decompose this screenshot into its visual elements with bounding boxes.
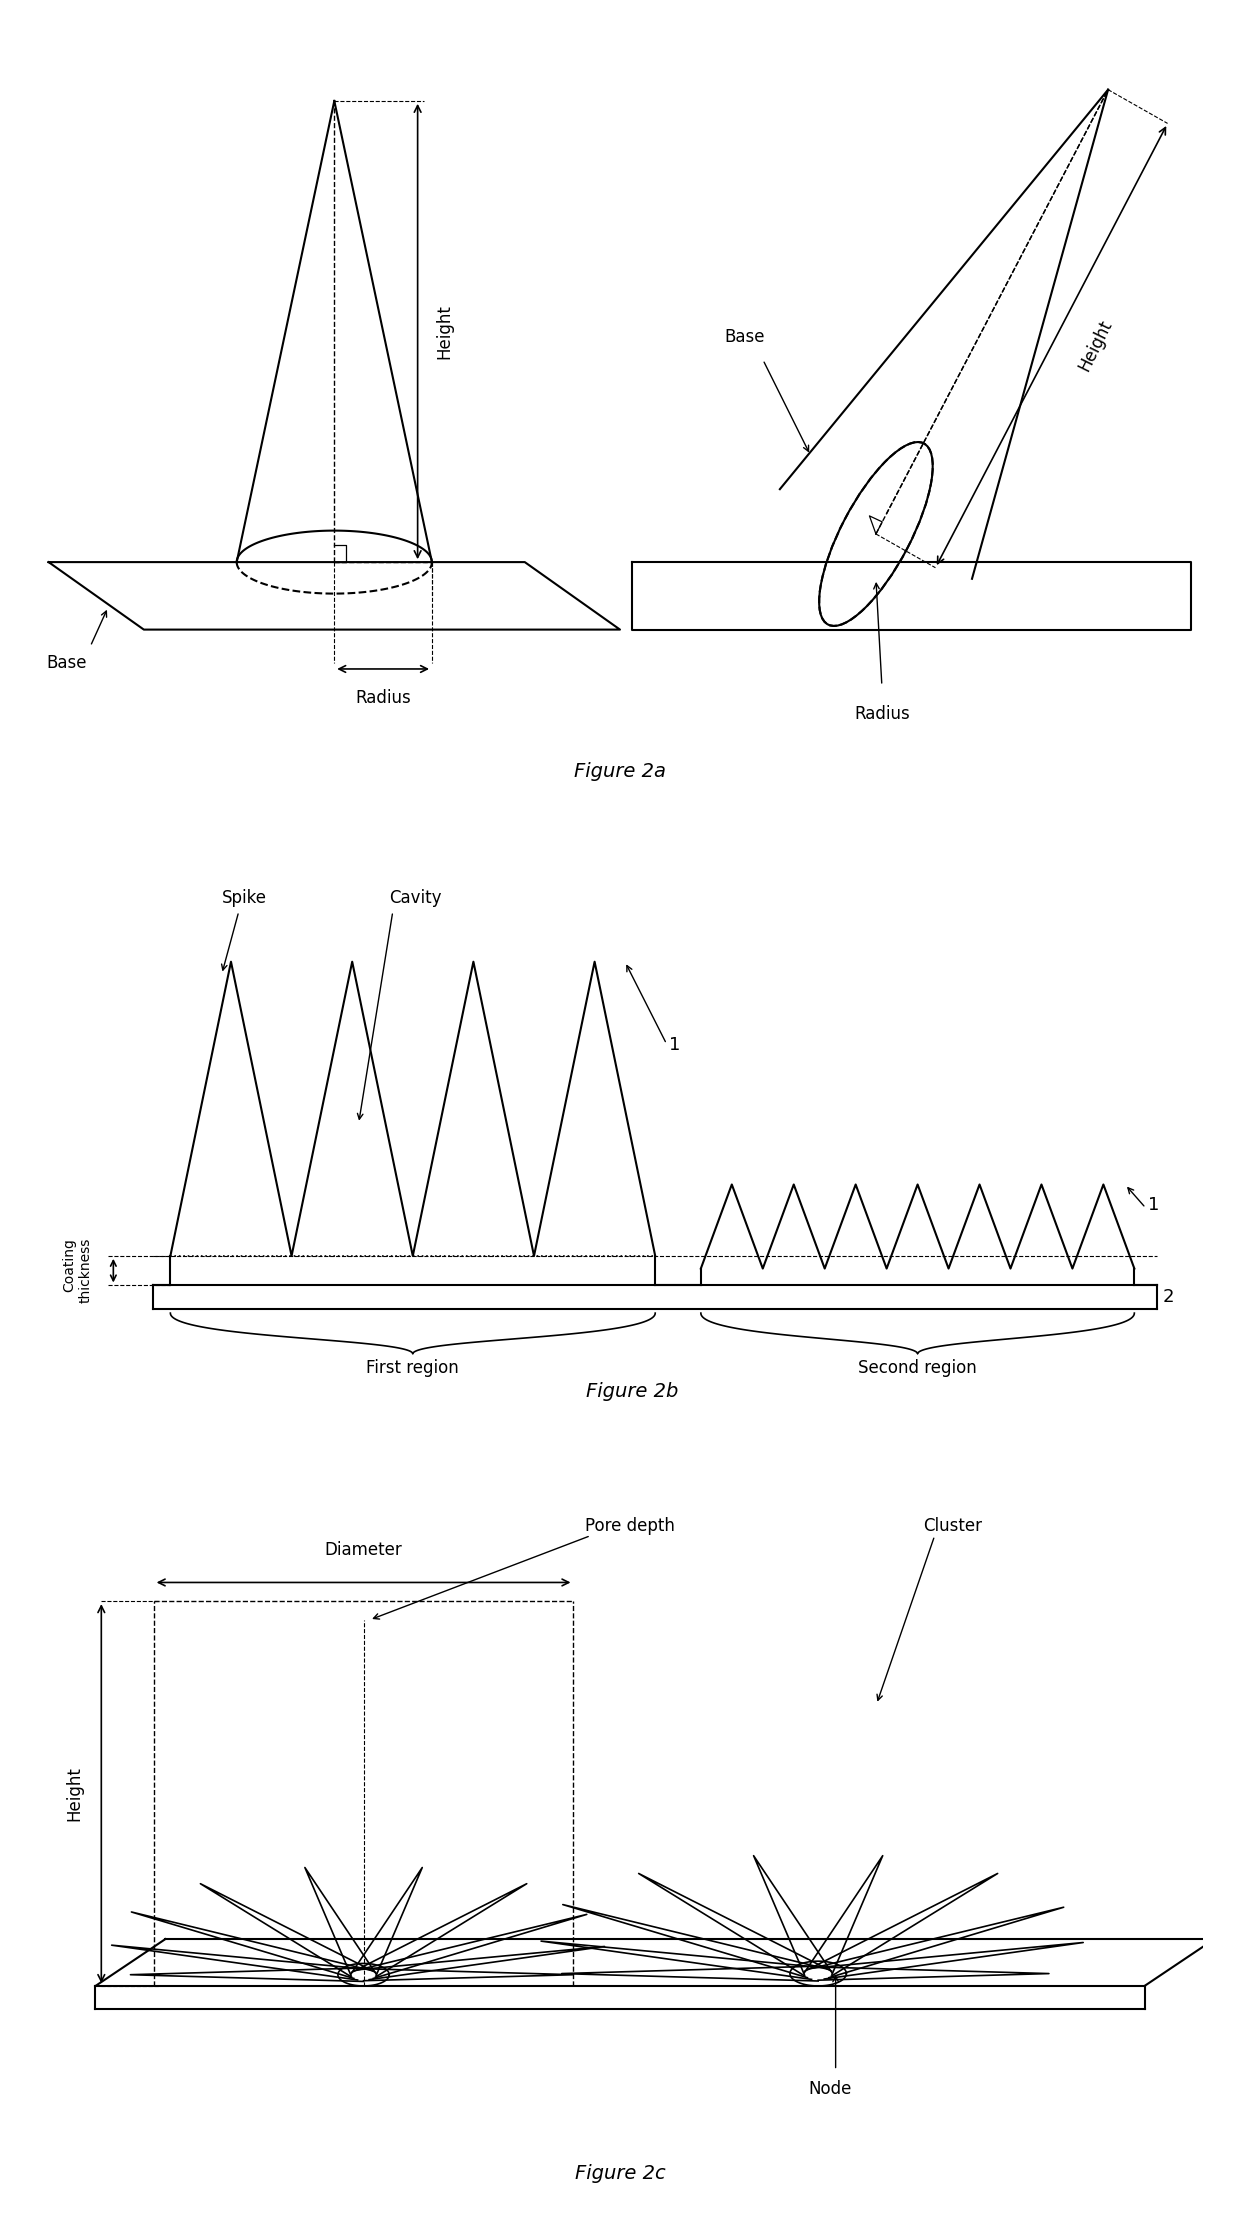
Text: Node: Node xyxy=(808,2080,852,2098)
Text: 1: 1 xyxy=(668,1036,681,1054)
Text: Figure 2c: Figure 2c xyxy=(574,2165,666,2183)
Text: First region: First region xyxy=(367,1360,459,1377)
Text: Height: Height xyxy=(1075,317,1116,375)
Text: Cavity: Cavity xyxy=(389,889,441,907)
Text: Height: Height xyxy=(66,1766,84,1821)
Text: Base: Base xyxy=(724,328,765,346)
Text: Diameter: Diameter xyxy=(325,1542,403,1559)
Text: Cluster: Cluster xyxy=(923,1517,982,1535)
Text: 2: 2 xyxy=(1163,1289,1174,1306)
Text: Base: Base xyxy=(46,654,87,672)
Text: Radius: Radius xyxy=(854,705,910,723)
Text: Height: Height xyxy=(435,304,454,359)
Text: Radius: Radius xyxy=(355,690,410,708)
Text: Figure 2a: Figure 2a xyxy=(574,763,666,781)
Text: Figure 2b: Figure 2b xyxy=(587,1382,678,1402)
Text: Second region: Second region xyxy=(858,1360,977,1377)
Text: Pore depth: Pore depth xyxy=(585,1517,675,1535)
Text: Spike: Spike xyxy=(222,889,267,907)
Text: Coating
thickness: Coating thickness xyxy=(62,1238,93,1304)
Text: 1: 1 xyxy=(1148,1196,1159,1213)
